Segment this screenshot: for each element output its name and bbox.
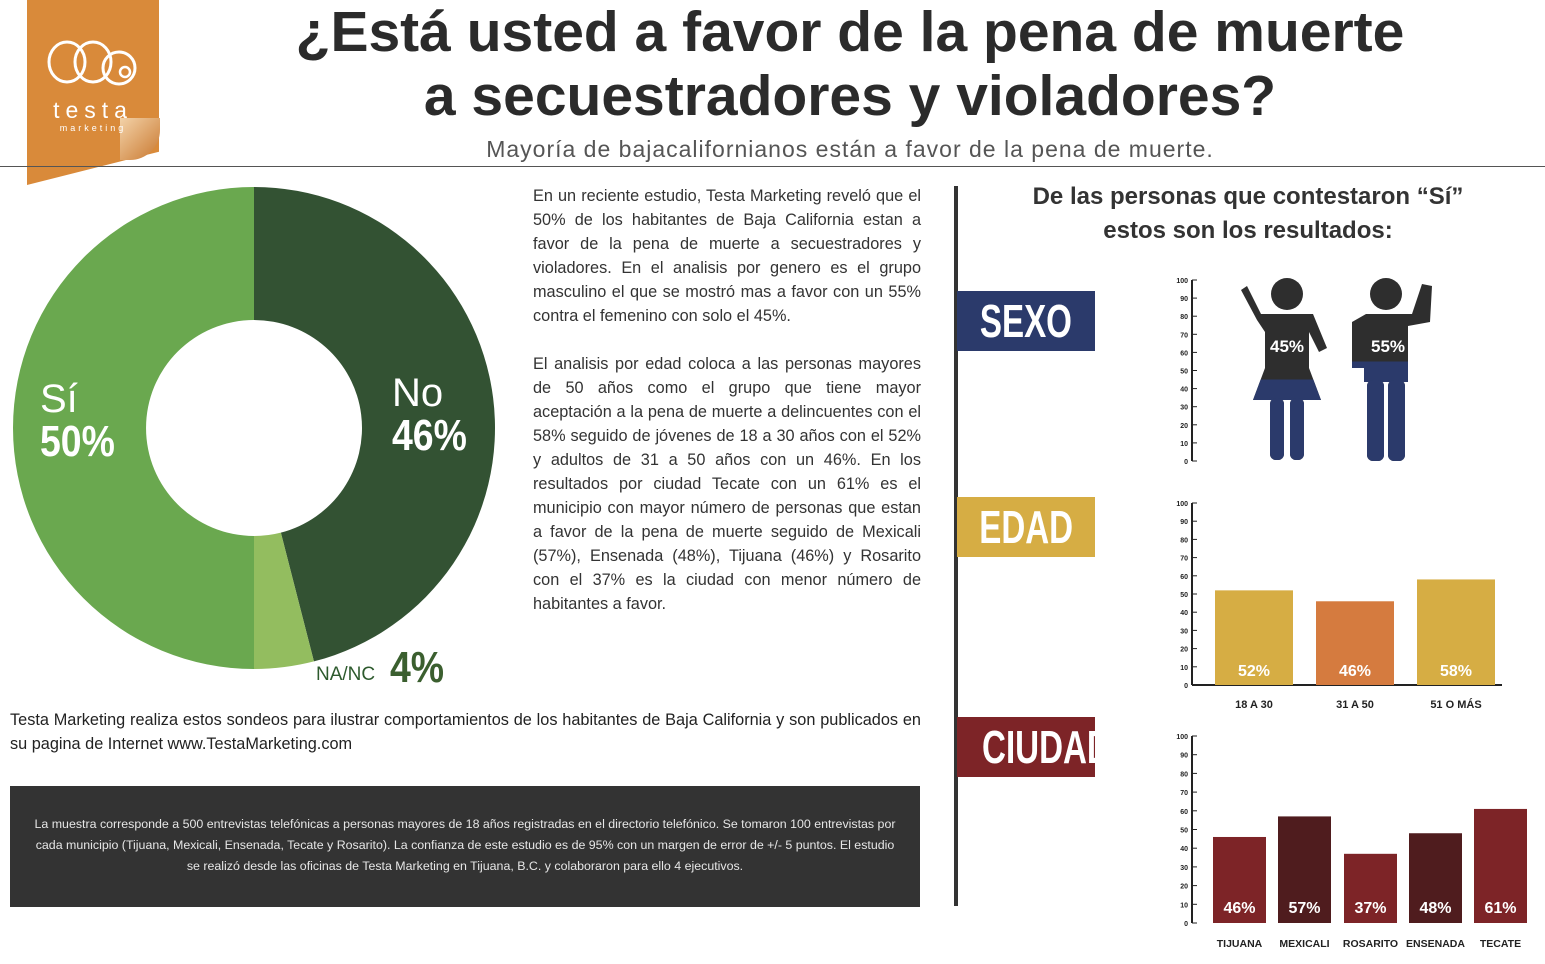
edad-value-label: 46% <box>1339 663 1371 680</box>
ciudad-value-label: 37% <box>1354 900 1386 917</box>
edad-value-label: 58% <box>1440 663 1472 680</box>
ciudad-tick-label: 80 <box>1180 771 1188 778</box>
logo-tagline: marketing <box>59 123 127 133</box>
sexo-chart: 0 10 20 30 40 50 60 70 80 90 100 45% 55% <box>1176 278 1432 466</box>
edad-category-label: 51 O MÁS <box>1430 698 1481 711</box>
tag-sexo-label: SEXO <box>979 295 1073 347</box>
donut-slice-0 <box>254 187 495 662</box>
page-subtitle: Mayoría de bajacalifornianos están a fav… <box>486 136 1214 162</box>
body-paragraph-1: En un reciente estudio, Testa Marketing … <box>533 187 921 325</box>
tag-edad-label: EDAD <box>979 501 1073 553</box>
ciudad-tick-label: 40 <box>1180 846 1188 853</box>
donut-slice-2 <box>13 187 254 669</box>
edad-tick-label: 100 <box>1176 501 1188 508</box>
sexo-tick-label: 20 <box>1180 423 1188 430</box>
edad-value-label: 52% <box>1238 663 1270 680</box>
sexo-tick-label: 90 <box>1180 296 1188 303</box>
donut-label-si: Sí 50% <box>40 378 128 464</box>
results-heading: De las personas que contestaron “Sí” est… <box>1032 183 1464 244</box>
ciudad-value-label: 61% <box>1484 900 1516 917</box>
ciudad-tick-label: 60 <box>1180 809 1188 816</box>
edad-tick-label: 20 <box>1180 647 1188 654</box>
ciudad-tick-label: 20 <box>1180 884 1188 891</box>
ciudad-category-label: MEXICALI <box>1279 938 1329 950</box>
ciudad-category-label: ROSARITO <box>1343 938 1398 950</box>
body-paragraph-2: El analisis por edad coloca a las person… <box>533 355 921 613</box>
edad-category-label: 18 A 30 <box>1235 699 1273 711</box>
tag-ciudad-label: CIUDAD <box>982 721 1111 773</box>
donut-chart <box>13 187 495 669</box>
sexo-value-label: 45% <box>1270 337 1304 356</box>
column-divider <box>954 186 958 906</box>
edad-tick-label: 50 <box>1180 592 1188 599</box>
sexo-tick-label: 60 <box>1180 350 1188 357</box>
ciudad-value-label: 48% <box>1419 900 1451 917</box>
ciudad-bar <box>1474 808 1527 923</box>
edad-tick-label: 40 <box>1180 610 1188 617</box>
donut-label-nanc-name: NA/NC <box>316 664 376 685</box>
ciudad-tick-label: 30 <box>1180 865 1188 872</box>
footer-note: Testa Marketing realiza estos sondeos pa… <box>10 711 921 753</box>
methodology-text: La muestra corresponde a 500 entrevistas… <box>34 817 896 873</box>
ciudad-category-label: ENSENADA <box>1406 938 1465 950</box>
edad-bar <box>1215 590 1293 685</box>
sexo-tick-label: 80 <box>1180 314 1188 321</box>
ciudad-value-label: 57% <box>1288 900 1320 917</box>
donut-label-si-value: 50% <box>40 417 115 466</box>
edad-tick-label: 0 <box>1184 683 1188 690</box>
ciudad-tick-label: 10 <box>1180 902 1188 909</box>
logo-rings-icon <box>47 40 137 86</box>
tag-edad: EDAD <box>957 497 1095 557</box>
page-title: ¿Está usted a favor de la pena de muerte… <box>295 0 1405 128</box>
sexo-tick-label: 70 <box>1180 332 1188 339</box>
sexo-tick-label: 40 <box>1180 387 1188 394</box>
edad-tick-label: 60 <box>1180 574 1188 581</box>
ciudad-tick-label: 90 <box>1180 753 1188 760</box>
edad-bar <box>1417 579 1495 685</box>
ciudad-bar <box>1278 816 1331 923</box>
ciudad-bar <box>1344 853 1397 923</box>
ciudad-tick-label: 70 <box>1180 790 1188 797</box>
ciudad-category-label: TECATE <box>1480 938 1521 950</box>
donut-slice-1 <box>254 532 314 669</box>
sexo-tick-label: 30 <box>1180 405 1188 412</box>
sexo-tick-label: 50 <box>1180 369 1188 376</box>
edad-tick-label: 70 <box>1180 556 1188 563</box>
body-text: En un reciente estudio, Testa Marketing … <box>533 184 921 640</box>
donut-label-no-name: No <box>392 371 444 415</box>
tag-sexo: SEXO <box>957 291 1095 351</box>
logo-wordmark: testa <box>53 97 133 123</box>
ciudad-tick-label: 0 <box>1184 921 1188 928</box>
header-divider <box>0 166 1545 167</box>
sexo-tick-label: 0 <box>1184 459 1188 466</box>
donut-label-no-value: 46% <box>392 411 467 460</box>
donut-label-si-name: Sí <box>40 377 78 421</box>
methodology-box: La muestra corresponde a 500 entrevistas… <box>10 786 920 907</box>
ciudad-value-label: 46% <box>1223 900 1255 917</box>
woman-figure-icon <box>1241 278 1327 460</box>
edad-tick-label: 30 <box>1180 628 1188 635</box>
edad-bar <box>1316 601 1394 685</box>
ciudad-bar <box>1213 836 1266 923</box>
edad-tick-label: 80 <box>1180 537 1188 544</box>
sexo-tick-label: 10 <box>1180 441 1188 448</box>
sexo-value-label: 55% <box>1371 337 1405 356</box>
edad-tick-label: 90 <box>1180 519 1188 526</box>
ciudad-bar <box>1409 833 1462 923</box>
sexo-tick-label: 100 <box>1176 278 1188 285</box>
ciudad-chart: 0 10 20 30 40 50 60 70 80 90 100 46% TIJUANA 57% MEXIC… <box>1176 734 1527 950</box>
donut-label-no: No 46% <box>392 372 480 458</box>
edad-tick-label: 10 <box>1180 665 1188 672</box>
edad-chart: 0 10 20 30 40 50 60 70 80 90 100 52% 18 A 30 46% 31 A … <box>1176 501 1502 711</box>
ciudad-tick-label: 100 <box>1176 734 1188 741</box>
donut-label-nanc-value: 4% <box>390 643 445 692</box>
ciudad-category-label: TIJUANA <box>1217 938 1263 950</box>
ciudad-tick-label: 50 <box>1180 828 1188 835</box>
tag-ciudad: CIUDAD <box>957 717 1111 777</box>
edad-category-label: 31 A 50 <box>1336 699 1374 711</box>
man-figure-icon <box>1352 278 1432 461</box>
